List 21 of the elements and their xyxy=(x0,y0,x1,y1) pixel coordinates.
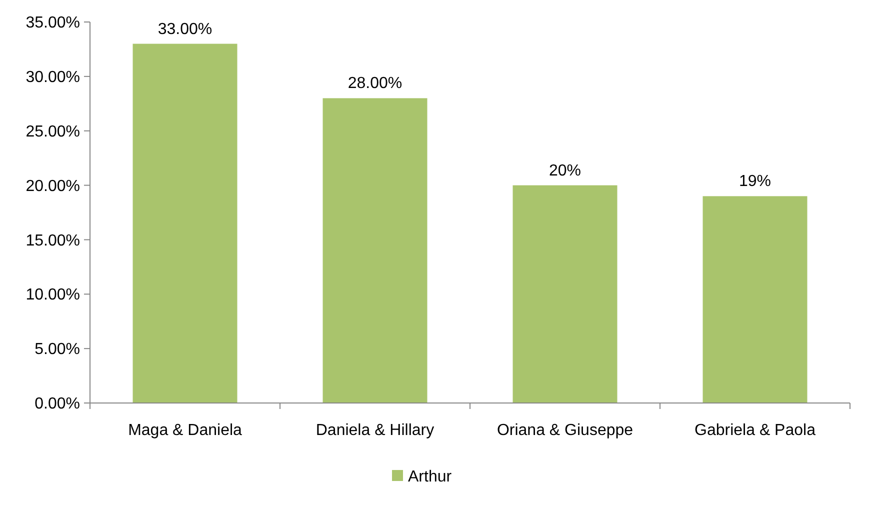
data-label: 20% xyxy=(548,162,582,180)
y-tick-label: 10.00% xyxy=(26,286,80,304)
y-tick-label: 25.00% xyxy=(26,123,80,140)
y-tick-label: 35.00% xyxy=(26,14,80,32)
data-label: 19% xyxy=(738,173,772,190)
legend-label: Arthur xyxy=(408,468,452,486)
x-tick-label: Gabriela & Paola xyxy=(694,422,816,439)
bar xyxy=(702,196,808,403)
bar xyxy=(132,44,238,403)
x-tick-label: Daniela & Hillary xyxy=(316,422,434,439)
bar xyxy=(322,98,428,403)
bar xyxy=(512,185,618,403)
y-tick-label: 20.00% xyxy=(26,178,80,195)
y-tick-label: 5.00% xyxy=(34,341,80,358)
x-tick-label: Oriana & Giuseppe xyxy=(496,422,634,439)
y-tick-label: 30.00% xyxy=(26,69,80,86)
y-tick-label: 0.00% xyxy=(34,396,80,413)
y-tick-label: 15.00% xyxy=(26,232,80,250)
data-label: 28.00% xyxy=(348,75,402,92)
x-tick-label: Maga & Daniela xyxy=(128,422,242,439)
data-label: 33.00% xyxy=(158,20,212,38)
